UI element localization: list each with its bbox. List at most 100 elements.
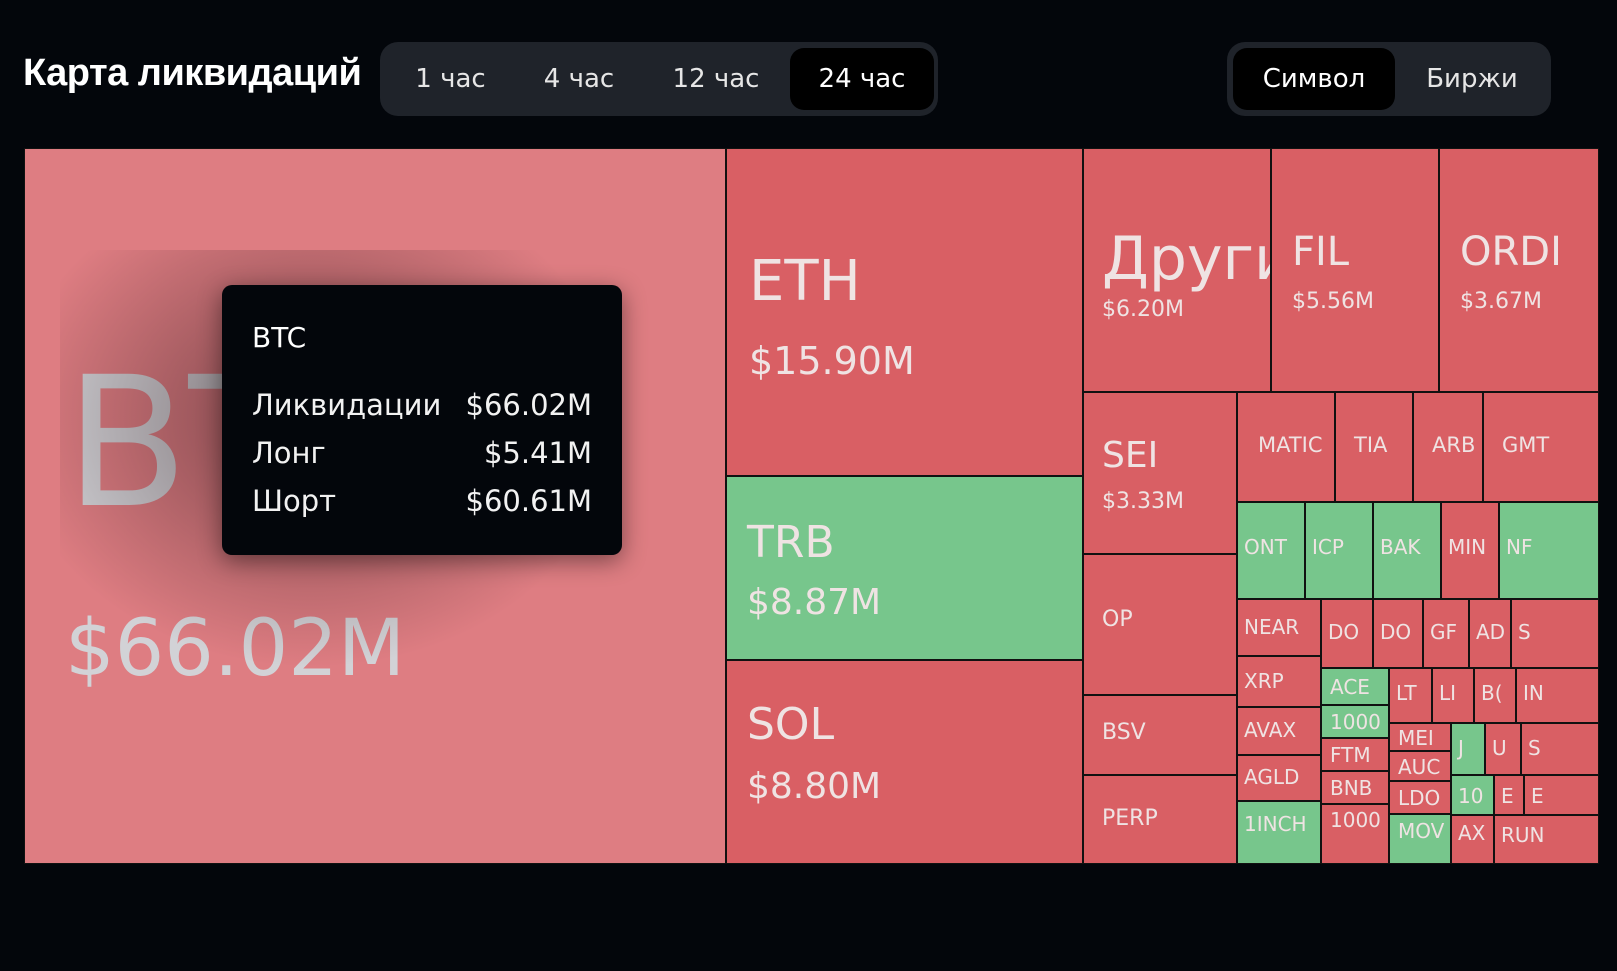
tile-symbol-label: MOV <box>1398 819 1445 843</box>
treemap-tile-gf-27[interactable]: GF <box>1423 599 1469 668</box>
timeframe-24h-button[interactable]: 24 час <box>790 48 934 110</box>
page-title: Карта ликвидаций <box>23 52 362 94</box>
tile-symbol-label: FTM <box>1330 743 1371 767</box>
tile-symbol-label: OP <box>1102 607 1133 632</box>
tooltip-row-label: Ликвидации <box>252 388 442 422</box>
tile-value-label: $6.20M <box>1102 297 1184 322</box>
treemap-tile-min-18[interactable]: MIN <box>1441 502 1499 599</box>
tile-symbol-label: MIN <box>1448 535 1487 559</box>
treemap-tile-bak-17[interactable]: BAK <box>1373 502 1441 599</box>
treemap-tile-ldo-47[interactable]: LDO <box>1389 781 1451 814</box>
treemap-tile-1000-31[interactable]: 1000 <box>1321 705 1389 738</box>
treemap-tile-j-40[interactable]: J <box>1451 723 1485 775</box>
treemap-tile-ad-28[interactable]: AD <box>1469 599 1511 668</box>
tooltip-row: Лонг $5.41M <box>252 436 592 484</box>
treemap-tile-eth-1[interactable]: ETH $15.90M <box>726 148 1083 476</box>
treemap-tile-1000-34[interactable]: 1000 <box>1321 804 1389 864</box>
tile-symbol-label: LT <box>1396 681 1417 705</box>
treemap-tile-ax-49[interactable]: AX <box>1451 815 1494 864</box>
group-by-symbol-button[interactable]: Символ <box>1233 48 1395 110</box>
tile-symbol-label: ICP <box>1312 535 1344 559</box>
tile-symbol-label: LDO <box>1398 786 1441 810</box>
tile-symbol-label: 10 <box>1458 784 1484 808</box>
tile-symbol-label: TRB <box>747 517 835 568</box>
tile-value-label: $5.56M <box>1292 289 1374 314</box>
treemap-tile-mei-39[interactable]: MEI <box>1389 723 1451 751</box>
treemap-tile-ordi-6[interactable]: ORDI $3.67M <box>1439 148 1599 392</box>
tooltip-row-value: $60.61M <box>465 484 593 518</box>
treemap-tile-ace-30[interactable]: ACE <box>1321 668 1389 705</box>
treemap-tile-sei-7[interactable]: SEI $3.33M <box>1083 392 1237 554</box>
treemap-tile-b-37[interactable]: B( <box>1474 668 1516 723</box>
tile-symbol-label: AD <box>1476 620 1506 644</box>
tile-symbol-label: FIL <box>1292 229 1350 275</box>
tile-symbol-label: ONT <box>1244 535 1287 559</box>
tile-symbol-label: PERP <box>1102 806 1158 831</box>
tile-symbol-label: J <box>1458 736 1464 760</box>
tooltip-title: BTC <box>252 321 307 354</box>
tile-symbol-label: TIA <box>1354 433 1388 457</box>
tile-symbol-label: BAK <box>1380 535 1421 559</box>
group-by-exchange-button[interactable]: Биржи <box>1426 64 1518 94</box>
treemap-tile-nf-19[interactable]: NF <box>1499 502 1599 599</box>
tile-symbol-label: AUC <box>1398 755 1441 779</box>
treemap-tile-trb-2[interactable]: TRB $8.87M <box>726 476 1083 660</box>
timeframe-1h-button[interactable]: 1 час <box>415 64 486 94</box>
tile-symbol-label: S <box>1518 620 1531 644</box>
treemap-tile-другие-4[interactable]: Другие $6.20M <box>1083 148 1271 392</box>
treemap-tile-mov-48[interactable]: MOV <box>1389 814 1451 864</box>
treemap-tile-op-8[interactable]: OP <box>1083 554 1237 695</box>
treemap-tile-sol-3[interactable]: SOL $8.80M <box>726 660 1083 864</box>
tile-symbol-label: AX <box>1458 821 1486 845</box>
tile-symbol-label: 1000 <box>1330 808 1381 832</box>
tooltip-row-label: Шорт <box>252 484 337 518</box>
treemap-tile-ftm-32[interactable]: FTM <box>1321 738 1389 771</box>
tile-symbol-label: NF <box>1506 535 1533 559</box>
treemap-tile-tia-12[interactable]: TIA <box>1335 392 1413 502</box>
treemap-tile-lt-35[interactable]: LT <box>1389 668 1432 723</box>
tile-symbol-label: S <box>1528 736 1541 760</box>
treemap-tile-li-36[interactable]: LI <box>1432 668 1474 723</box>
tile-value-label: $66.02M <box>65 604 406 694</box>
treemap-tile-e-45[interactable]: E <box>1494 775 1524 815</box>
treemap-tile-1inch-24[interactable]: 1INCH <box>1237 801 1321 864</box>
treemap-tile-do-26[interactable]: DO <box>1373 599 1423 668</box>
tile-symbol-label: LI <box>1439 681 1457 705</box>
treemap-tile-matic-11[interactable]: MATIC <box>1237 392 1335 502</box>
treemap-tile-near-20[interactable]: NEAR <box>1237 599 1321 656</box>
treemap-tile-fil-5[interactable]: FIL $5.56M <box>1271 148 1439 392</box>
treemap-tile-xrp-21[interactable]: XRP <box>1237 656 1321 707</box>
treemap-tile-auc-43[interactable]: AUC <box>1389 751 1451 781</box>
treemap-tile-avax-22[interactable]: AVAX <box>1237 707 1321 755</box>
tile-symbol-label: E <box>1501 784 1514 808</box>
tile-symbol-label: NEAR <box>1244 615 1300 639</box>
tooltip-row-label: Лонг <box>252 436 326 470</box>
tile-symbol-label: GMT <box>1502 433 1550 457</box>
treemap-tile-agld-23[interactable]: AGLD <box>1237 755 1321 801</box>
treemap-tile-gmt-14[interactable]: GMT <box>1483 392 1599 502</box>
treemap-tile-icp-16[interactable]: ICP <box>1305 502 1373 599</box>
tooltip-row: Шорт $60.61M <box>252 484 592 532</box>
treemap-tile-u-41[interactable]: U <box>1485 723 1521 775</box>
treemap-tile-arb-13[interactable]: ARB <box>1413 392 1483 502</box>
timeframe-4h-button[interactable]: 4 час <box>543 64 615 94</box>
group-by-selector: Символ Биржи <box>1227 42 1551 116</box>
treemap-tile-s-42[interactable]: S <box>1521 723 1599 775</box>
tile-symbol-label: 1INCH <box>1244 812 1307 836</box>
timeframe-12h-button[interactable]: 12 час <box>672 64 760 94</box>
treemap-tile-bnb-33[interactable]: BNB <box>1321 771 1389 804</box>
tile-symbol-label: ORDI <box>1460 229 1562 275</box>
tile-value-label: $8.87M <box>747 582 882 623</box>
treemap-tile-in-38[interactable]: IN <box>1516 668 1599 723</box>
treemap-tile-do-25[interactable]: DO <box>1321 599 1373 668</box>
tile-symbol-label: Другие <box>1102 224 1270 294</box>
treemap-tile-perp-10[interactable]: PERP <box>1083 775 1237 864</box>
treemap-tile-ont-15[interactable]: ONT <box>1237 502 1305 599</box>
tile-value-label: $3.33M <box>1102 489 1184 514</box>
treemap-tile-e-46[interactable]: E <box>1524 775 1599 815</box>
treemap-tile-bsv-9[interactable]: BSV <box>1083 695 1237 775</box>
tile-symbol-label: ARB <box>1432 433 1476 457</box>
treemap-tile-s-29[interactable]: S <box>1511 599 1599 668</box>
treemap-tile-run-50[interactable]: RUN <box>1494 815 1599 864</box>
treemap-tile-10-44[interactable]: 10 <box>1451 775 1494 815</box>
